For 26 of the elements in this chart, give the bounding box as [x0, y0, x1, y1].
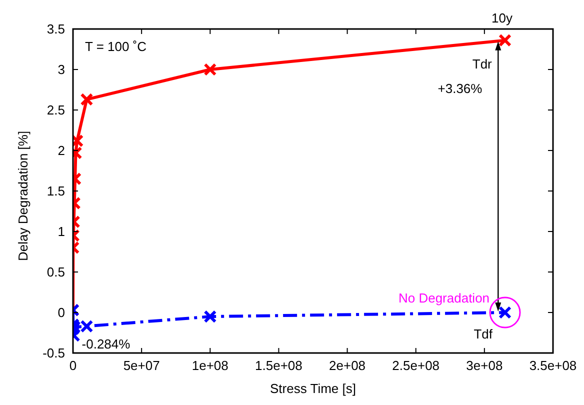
x-tick-label: 5e+07	[123, 358, 160, 374]
annotation: No Degradation	[398, 290, 490, 306]
y-tick-label: -0.5	[42, 346, 65, 361]
y-tick-label: 1	[58, 224, 65, 240]
y-tick-label: 0	[58, 305, 65, 320]
x-tick-label: 2e+08	[329, 358, 366, 374]
x-tick-label: 1.5e+08	[255, 358, 302, 374]
y-tick-label: 0.5	[46, 264, 65, 280]
x-axis-title: Stress Time [s]	[270, 381, 356, 396]
annotation: Tdr	[472, 56, 493, 72]
x-tick-label: 3e+08	[466, 358, 503, 374]
y-tick-label: 2.5	[46, 102, 65, 118]
annotation: +3.36%	[438, 81, 483, 96]
annotation: 10y	[492, 10, 513, 26]
y-tick-label: 3	[58, 62, 65, 78]
x-tick-label: 0	[69, 358, 77, 374]
x-tick-label: 2.5e+08	[392, 358, 440, 374]
x-tick-label: 3.5e+08	[529, 358, 577, 374]
x-tick-label: 1e+08	[192, 358, 228, 374]
y-tick-label: 2	[58, 143, 65, 158]
annotation: Tdf	[474, 326, 493, 342]
annotation: -0.284%	[82, 336, 131, 352]
annotation: T = 100 ˚C	[85, 39, 147, 54]
y-tick-label: 1.5	[46, 184, 65, 199]
y-axis-title: Delay Degradation [%]	[16, 130, 31, 261]
y-tick-label: 3.5	[46, 22, 65, 37]
